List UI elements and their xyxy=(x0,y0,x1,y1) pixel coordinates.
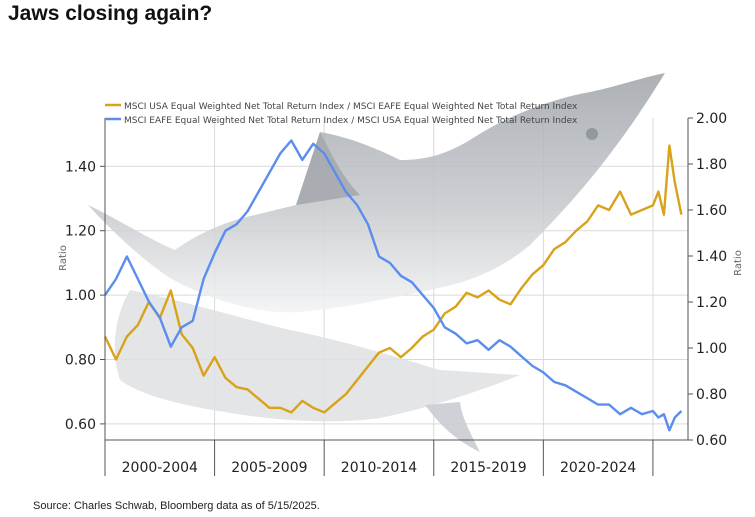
series-lines xyxy=(103,139,683,432)
x-category-label: 2005-2009 xyxy=(231,460,307,476)
shark-eye-shape xyxy=(586,128,598,140)
page-title: Jaws closing again? xyxy=(8,2,213,25)
x-category-label: 2020-2024 xyxy=(560,460,636,476)
left-axis-title: Ratio xyxy=(58,245,69,271)
shark-illustration xyxy=(88,73,665,452)
series-line-2 xyxy=(104,139,683,432)
right-tick-label: 1.80 xyxy=(696,157,727,173)
x-category-label: 2015-2019 xyxy=(450,460,526,476)
left-tick-label: 1.00 xyxy=(65,288,96,304)
axes: 0.60 0.80 1.00 1.20 1.40 0.60 0.80 1.00 1.20 1.40… xyxy=(58,111,744,476)
shark-belly-shape xyxy=(114,290,520,422)
source-note: Source: Charles Schwab, Bloomberg data a… xyxy=(33,500,320,512)
right-tick-label: 0.80 xyxy=(696,387,727,403)
right-tick-label: 1.20 xyxy=(696,295,727,311)
legend: MSCI USA Equal Weighted Net Total Return… xyxy=(105,102,578,126)
chart: 0.60 0.80 1.00 1.20 1.40 0.60 0.80 1.00 1.20 1.40… xyxy=(58,73,744,476)
legend-label-2: MSCI EAFE Equal Weighted Net Total Retur… xyxy=(124,116,578,126)
right-tick-label: 2.00 xyxy=(696,111,727,127)
series-line-1 xyxy=(103,144,683,414)
left-tick-label: 1.40 xyxy=(65,159,96,175)
right-tick-label: 1.60 xyxy=(696,203,727,219)
right-tick-label: 0.60 xyxy=(696,433,727,449)
left-tick-label: 1.20 xyxy=(65,224,96,240)
right-axis-title: Ratio xyxy=(733,250,744,276)
legend-label-1: MSCI USA Equal Weighted Net Total Return… xyxy=(124,102,578,112)
x-category-label: 2000-2004 xyxy=(122,460,198,476)
left-tick-label: 0.80 xyxy=(65,353,96,369)
shark-pectoral-fin-shape xyxy=(425,402,480,452)
left-tick-label: 0.60 xyxy=(65,417,96,433)
shark-body-shape xyxy=(88,73,665,313)
right-tick-label: 1.40 xyxy=(696,249,727,265)
right-tick-label: 1.00 xyxy=(696,341,727,357)
x-category-label: 2010-2014 xyxy=(341,460,417,476)
